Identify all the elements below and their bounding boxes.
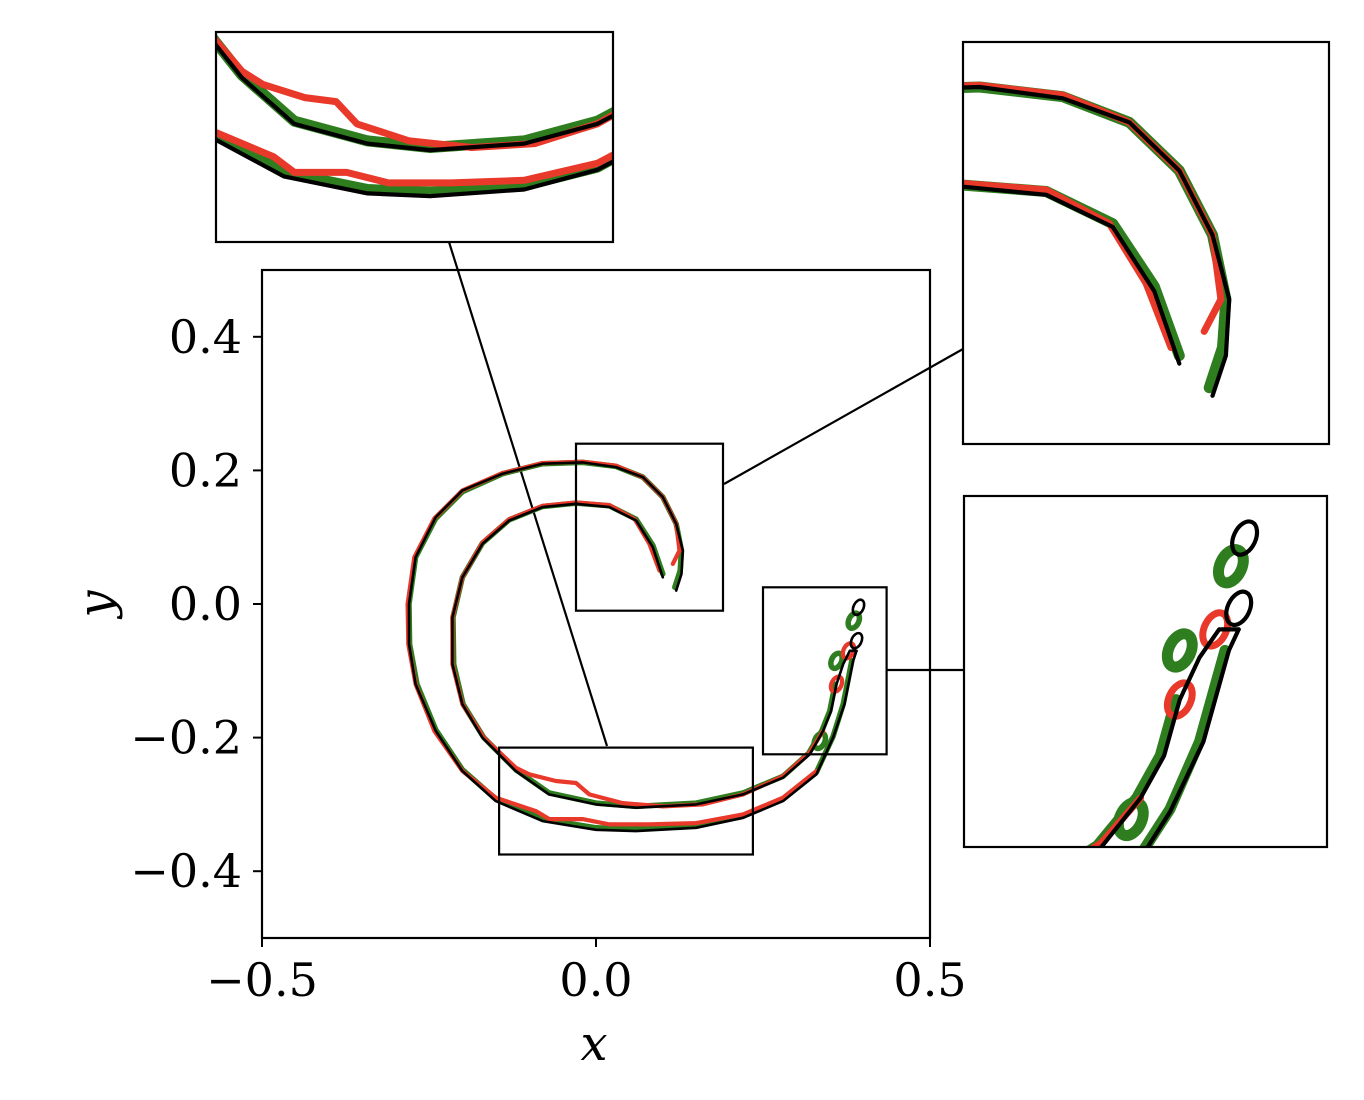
x-tick-label: −0.5	[206, 953, 318, 1007]
inset-middle-right-black-droplet-0	[1224, 589, 1254, 628]
inset-top-right-black-outer-contour	[963, 84, 1232, 398]
zoom-rect-middle-right	[761, 586, 888, 756]
x-axis-label: x	[580, 1016, 607, 1072]
zoom-rect-bottom	[498, 746, 755, 856]
main-plot-area	[405, 459, 866, 833]
inset-bottom-frame	[214, 30, 615, 244]
inset-bottom-green-droplet-0	[705, 4, 730, 33]
inset-middle-right-green-droplet-1	[1161, 628, 1198, 673]
main-black-outer-contour	[407, 461, 858, 833]
main-axes-frame	[260, 268, 932, 940]
inset-middle-right	[962, 494, 1329, 849]
y-tick-label: 0.2	[169, 443, 242, 497]
x-tick-label: 0.5	[893, 953, 966, 1007]
connector-lines	[447, 241, 964, 747]
main-black-inner-contour	[451, 502, 858, 809]
connector-top-right-inset	[723, 348, 964, 485]
zoom-rectangles	[498, 442, 888, 856]
y-tick-label: 0.4	[169, 310, 242, 364]
inset-middle-right-black-inner-contour	[1097, 627, 1241, 847]
inset-bottom	[214, 4, 730, 244]
inset-top-right-frame	[961, 40, 1331, 446]
inset-bottom-red-outer-contour	[216, 128, 613, 187]
x-axis-ticks: −0.5 0.0 0.5	[206, 938, 967, 1007]
main-red-outer-contour	[405, 459, 819, 827]
main-green-droplet-2	[845, 610, 863, 632]
main-axes: −0.5 0.0 0.5 −0.4 −0.2 0.0 0.2 0.4 x y	[68, 268, 967, 1072]
inset-middle-right-black-droplet-1	[1230, 519, 1260, 557]
inset-middle-right-plot-area	[1085, 519, 1260, 847]
y-tick-label: 0.0	[169, 577, 242, 631]
x-tick-label: 0.0	[559, 953, 632, 1007]
y-tick-label: −0.4	[130, 844, 242, 898]
inset-bottom-black-inner-contour	[216, 41, 613, 153]
y-axis-ticks: −0.4 −0.2 0.0 0.2 0.4	[130, 310, 262, 898]
main-red-inner-contour	[450, 500, 826, 809]
connector-bottom-inset	[447, 241, 609, 747]
inset-top-right-plot-area	[963, 81, 1232, 398]
y-axis-label: y	[68, 590, 124, 620]
inset-middle-right-frame	[962, 494, 1329, 849]
main-black-droplet-1	[851, 598, 866, 617]
y-tick-label: −0.2	[130, 711, 242, 765]
main-black-droplet-0	[849, 631, 864, 650]
zoom-rect-top-right	[574, 442, 725, 612]
main-green-droplet-1	[828, 650, 845, 672]
inset-top-right	[961, 40, 1331, 446]
inset-middle-right-green-droplet-2	[1212, 544, 1249, 589]
